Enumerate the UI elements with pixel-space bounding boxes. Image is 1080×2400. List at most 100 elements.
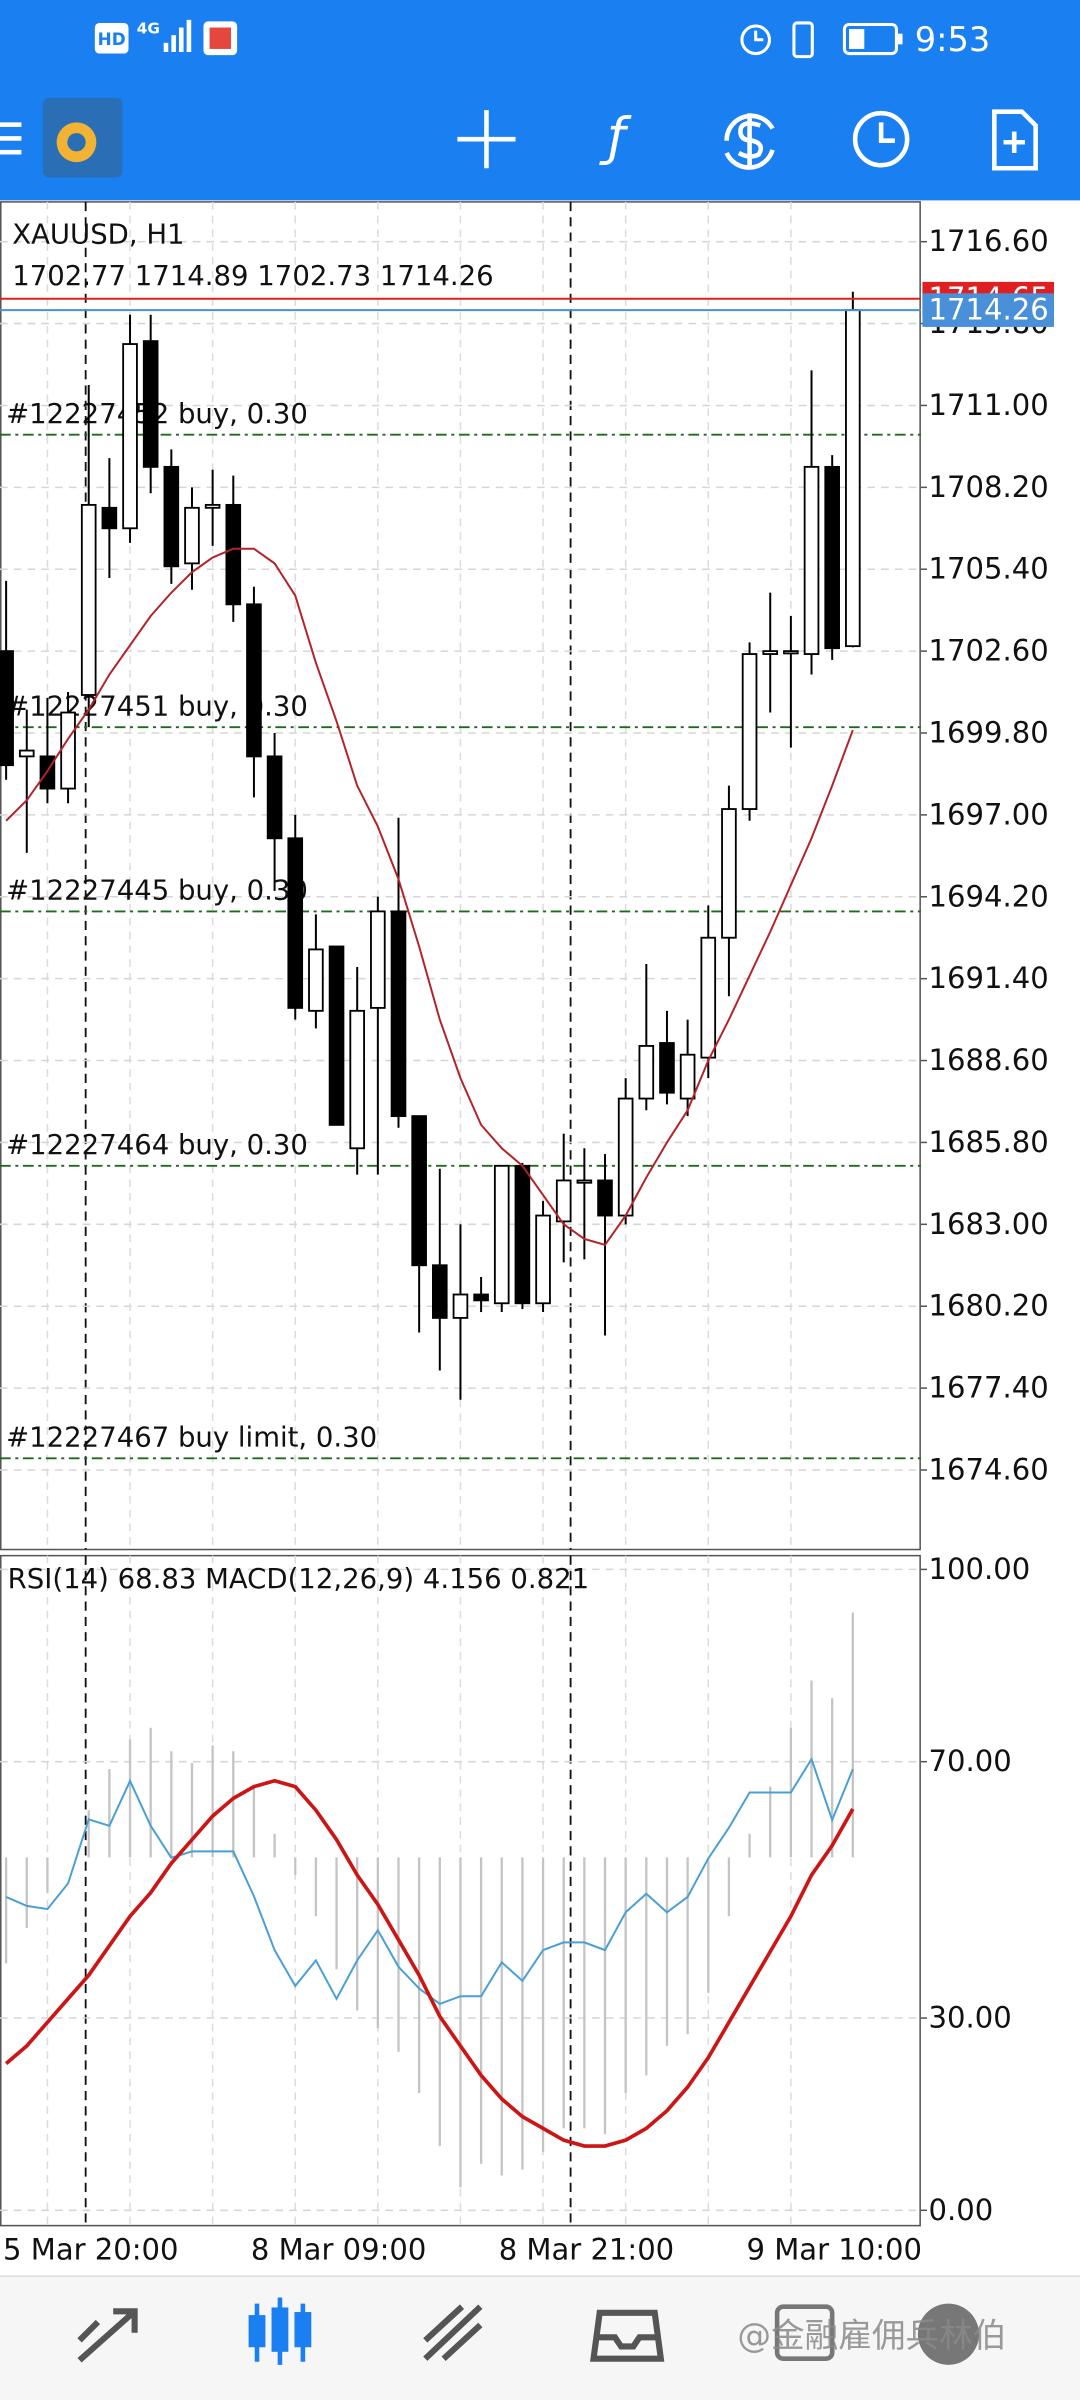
bid-label: 1714.26	[929, 293, 1049, 327]
candle-body	[163, 465, 180, 568]
y-tick-label: 1694.20	[929, 879, 1049, 913]
bottom-nav	[0, 2276, 1080, 2400]
vibrate-icon	[792, 21, 814, 59]
app-logo[interactable]	[42, 97, 123, 178]
y-tick-label: 1702.60	[929, 634, 1049, 668]
y-tick-label: 1699.80	[929, 716, 1049, 750]
status-bar: HD 4G 9:53	[94, 19, 991, 59]
chart-tab[interactable]	[248, 2297, 312, 2365]
signal-icon	[163, 19, 192, 53]
candle-body	[452, 1293, 469, 1319]
chart-title: XAUUSD, H1	[12, 219, 184, 251]
alarm-icon	[740, 24, 771, 56]
y-tick-label: 30.00	[929, 2001, 1012, 2035]
candle-body	[308, 948, 324, 1012]
moving-average	[5, 547, 854, 1246]
y-tick-label: 0.00	[929, 2193, 994, 2227]
candle-body	[473, 1293, 489, 1302]
candle-body	[184, 506, 200, 565]
candle-body	[18, 749, 35, 758]
y-tick-label: 1674.60	[929, 1453, 1049, 1487]
x-tick-label: 8 Mar 09:00	[251, 2233, 426, 2267]
ohlc-readout: 1702.77 1714.89 1702.73 1714.26	[12, 260, 493, 292]
candle-body	[225, 503, 242, 606]
y-tick-label: 1691.40	[929, 961, 1049, 995]
quotes-tab[interactable]	[77, 2308, 138, 2363]
candle-body	[101, 506, 118, 530]
candle-body	[555, 1179, 572, 1223]
candle-body	[204, 503, 221, 509]
x-tick-label: 8 Mar 21:00	[499, 2233, 674, 2267]
y-tick-label: 70.00	[929, 1744, 1012, 1778]
candle-body	[638, 1045, 655, 1100]
candle-body	[617, 1097, 634, 1217]
candle-body	[328, 945, 345, 1126]
x-tick-label: 9 Mar 10:00	[747, 2233, 922, 2267]
app-notification-icon	[209, 27, 231, 49]
candle-body	[659, 1042, 675, 1094]
crosshair-button[interactable]	[457, 110, 516, 169]
candle-body	[535, 1214, 551, 1305]
battery-icon	[897, 33, 903, 45]
macd-signal-line	[4, 1778, 855, 2148]
candle-body	[80, 503, 97, 696]
trade-button[interactable]	[724, 113, 775, 170]
y-tick-label: 1697.00	[929, 797, 1049, 831]
indicator-title: RSI(14) 68.83 MACD(12,26,9) 4.156 0.821	[8, 1563, 589, 1595]
candle-body	[432, 1264, 448, 1319]
candle-body	[287, 837, 304, 1009]
y-tick-label: 1688.60	[929, 1043, 1049, 1077]
candle-body	[721, 808, 737, 939]
history-tab[interactable]	[590, 2309, 665, 2362]
candle-body	[741, 653, 758, 810]
candle-body	[679, 1053, 696, 1100]
order-label: #12227451 buy, 0.30	[6, 690, 308, 722]
battery-icon	[849, 29, 865, 49]
clock-text: 9:53	[915, 20, 991, 59]
candle-body	[576, 1179, 593, 1184]
watermark: @金融雇佣兵林伯	[737, 2316, 1006, 2355]
candle-body	[411, 1115, 427, 1267]
y-tick-label: 1716.60	[929, 224, 1049, 258]
battery-icon	[842, 22, 898, 56]
timeframe-button[interactable]	[852, 110, 910, 168]
candle-body	[803, 465, 820, 655]
network-text: 4G	[137, 20, 160, 38]
candle-body	[390, 910, 407, 1118]
bid-label-box	[922, 293, 1054, 327]
menu-button[interactable]	[0, 122, 22, 155]
y-tick-label: 1680.20	[929, 1289, 1049, 1323]
candle-body	[349, 1009, 365, 1150]
candle-body	[493, 1164, 510, 1305]
y-tick-label: 1708.20	[929, 470, 1049, 504]
y-tick-label: 1685.80	[929, 1125, 1049, 1159]
y-tick-label: 100.00	[929, 1552, 1031, 1586]
order-label: #12227467 buy limit, 0.30	[6, 1421, 377, 1453]
candle-body	[370, 910, 386, 1009]
order-label: #12227464 buy, 0.30	[6, 1129, 308, 1161]
y-tick-label: 1705.40	[929, 552, 1049, 586]
messages-tab[interactable]	[774, 2303, 980, 2365]
candle-body	[700, 936, 717, 1059]
candle-body	[60, 711, 76, 790]
candle-body	[783, 650, 799, 655]
y-tick-label: 1683.00	[929, 1207, 1049, 1241]
candle-body	[514, 1164, 531, 1305]
toolbar: ƒ	[0, 97, 1038, 178]
candle-body	[266, 755, 283, 840]
candle-body	[597, 1179, 613, 1217]
plot-area: 1716.601713.801711.001708.201705.401702.…	[0, 201, 1054, 2267]
y-tick-label: 1677.40	[929, 1371, 1049, 1405]
candle-body	[845, 309, 861, 648]
candle-body	[122, 343, 138, 530]
y-tick-label: 1711.00	[929, 388, 1049, 422]
template-button[interactable]	[992, 109, 1038, 171]
candle-body	[142, 340, 159, 468]
x-tick-label: 5 Mar 20:00	[3, 2233, 178, 2267]
candle-body	[0, 650, 14, 767]
candle-body	[246, 603, 262, 758]
trade-tab[interactable]	[423, 2304, 483, 2361]
hd-text: HD	[98, 29, 126, 49]
